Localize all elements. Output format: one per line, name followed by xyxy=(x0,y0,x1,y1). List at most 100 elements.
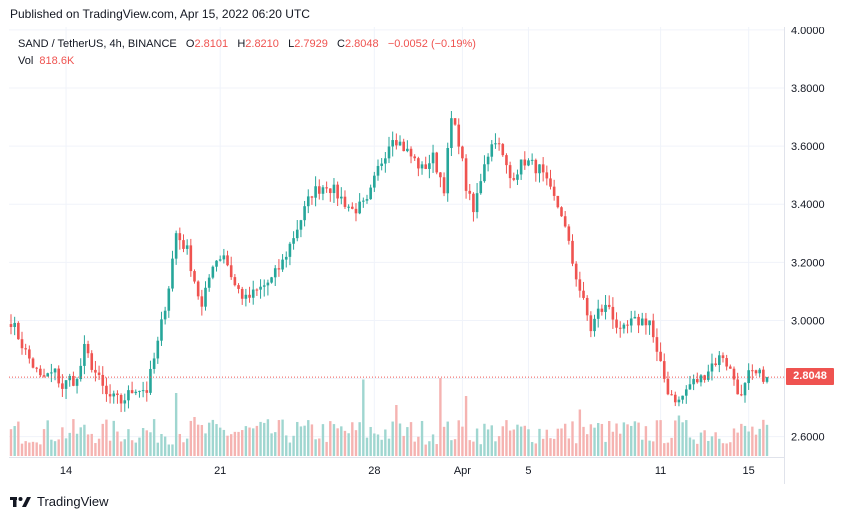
volume-bar xyxy=(252,428,255,456)
candle-body xyxy=(640,318,644,326)
candle-body xyxy=(762,369,765,382)
volume-bar xyxy=(505,420,508,456)
candle-body xyxy=(622,324,626,329)
candle-body xyxy=(215,260,218,267)
volume-bar xyxy=(652,441,655,456)
candle-body xyxy=(325,187,328,189)
candle-body xyxy=(718,355,721,366)
volume-bar xyxy=(329,421,332,456)
candle-body xyxy=(61,383,64,389)
tradingview-branding[interactable]: TradingView xyxy=(10,494,109,509)
volume-bar xyxy=(747,431,750,456)
candle-body xyxy=(666,378,670,395)
candle-body xyxy=(721,355,725,359)
candle-body xyxy=(644,318,648,326)
volume-bar xyxy=(736,432,739,456)
volume-bar xyxy=(751,426,754,456)
volume-bar xyxy=(61,427,64,456)
candle-body xyxy=(637,316,640,326)
candle-body xyxy=(758,369,761,374)
candle-body xyxy=(398,141,402,146)
volume-bar xyxy=(490,425,493,456)
volume-bar xyxy=(765,424,769,456)
volume-bar xyxy=(453,439,457,456)
candle-body xyxy=(31,358,35,368)
candle-body xyxy=(710,363,714,372)
volume-bar xyxy=(211,419,215,456)
volume-bar xyxy=(619,433,622,456)
candle-body xyxy=(101,374,105,386)
candle-body xyxy=(589,315,593,332)
volume-bar xyxy=(57,439,60,456)
volume-bar xyxy=(549,438,552,456)
volume-bar xyxy=(574,443,578,456)
candle-body xyxy=(28,349,31,359)
volume-bar xyxy=(270,433,273,456)
legend-row-ohlc: SAND / TetherUS, 4h, BINANCE O2.8101 H2.… xyxy=(18,36,476,53)
candle-body xyxy=(310,196,314,198)
candle-body xyxy=(240,288,244,299)
chart-area[interactable]: 14 21 28 Apr 5 11 15 4.0000 3.8000 3.6000 3.4000 3… xyxy=(9,27,825,484)
volume-bar xyxy=(663,443,666,456)
volume-bar xyxy=(160,433,163,456)
candle-body xyxy=(347,206,350,208)
volume-bar xyxy=(53,441,57,456)
candle-body xyxy=(119,395,123,404)
candle-body xyxy=(178,233,182,241)
candle-body xyxy=(516,174,519,180)
legend-low-label: L xyxy=(288,38,295,50)
candle-body xyxy=(571,240,574,264)
candle-body xyxy=(655,337,659,352)
candle-body xyxy=(673,394,677,403)
candle-body xyxy=(413,156,416,159)
candle-body xyxy=(218,259,222,261)
legend-symbol: SAND / TetherUS, 4h, BINANCE xyxy=(18,38,177,50)
price-tick-label: 3.2000 xyxy=(791,257,825,269)
candle-body xyxy=(130,390,134,394)
volume-bar xyxy=(501,426,504,456)
volume-bar xyxy=(50,439,53,456)
candle-body xyxy=(695,379,699,383)
volume-bar xyxy=(75,433,79,456)
volume-bar xyxy=(461,426,464,456)
candle-body xyxy=(729,366,732,369)
candle-body xyxy=(138,390,141,392)
volume-bar xyxy=(552,438,556,456)
volume-bar xyxy=(193,417,196,456)
candle-body xyxy=(328,188,332,194)
volume-bar xyxy=(380,439,383,456)
volume-bar xyxy=(178,433,182,456)
candle-body xyxy=(714,363,717,366)
volume-bar xyxy=(149,432,152,456)
candle-body xyxy=(332,184,336,194)
volume-bar xyxy=(707,440,710,456)
candle-body xyxy=(369,187,372,200)
volume-bar xyxy=(237,431,240,456)
volume-bar xyxy=(241,430,244,456)
volume-bar xyxy=(362,379,365,456)
volume-bar xyxy=(615,423,618,456)
price-axis[interactable]: 4.0000 3.8000 3.6000 3.4000 3.2000 3.0000 2.80… xyxy=(785,27,845,484)
tradingview-brand-text: TradingView xyxy=(37,494,109,509)
candle-body xyxy=(35,367,38,369)
candle-body xyxy=(453,118,457,125)
volume-bar xyxy=(626,424,629,456)
volume-bar xyxy=(622,422,626,456)
legend-open-label: O xyxy=(185,38,195,50)
candle-body xyxy=(20,339,24,349)
candle-body xyxy=(149,368,152,393)
volume-bar xyxy=(442,426,446,456)
candle-body xyxy=(321,187,325,194)
candle-body xyxy=(395,140,398,146)
candle-body xyxy=(233,277,237,286)
volume-bar xyxy=(721,443,725,456)
candle-body xyxy=(541,164,545,173)
candle-body xyxy=(409,148,413,157)
volume-bar xyxy=(230,434,233,456)
candle-body xyxy=(736,379,739,395)
price-chart[interactable]: 14 21 28 Apr 5 11 15 xyxy=(9,27,785,484)
volume-bar xyxy=(200,425,204,456)
volume-bar xyxy=(413,441,416,456)
volume-bar xyxy=(641,439,644,456)
candle-body xyxy=(207,277,211,288)
